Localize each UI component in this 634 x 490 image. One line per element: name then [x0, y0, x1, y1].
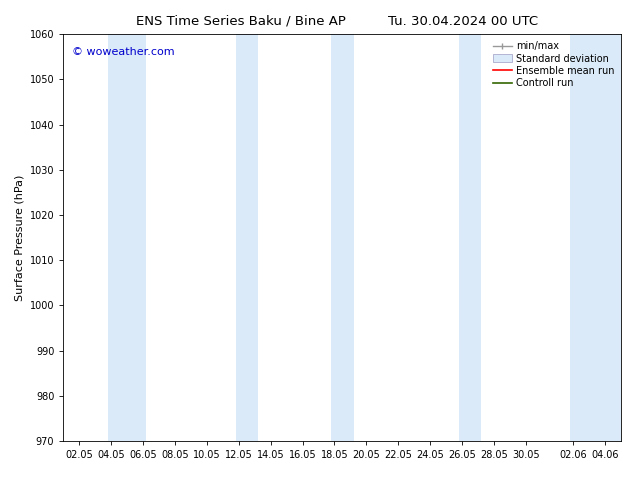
Text: Tu. 30.04.2024 00 UTC: Tu. 30.04.2024 00 UTC [388, 15, 538, 28]
Bar [331, 34, 354, 441]
Bar [459, 34, 481, 441]
Y-axis label: Surface Pressure (hPa): Surface Pressure (hPa) [14, 174, 24, 301]
Legend: min/max, Standard deviation, Ensemble mean run, Controll run: min/max, Standard deviation, Ensemble me… [491, 39, 616, 90]
Text: © woweather.com: © woweather.com [72, 47, 174, 56]
Bar [108, 34, 146, 441]
Bar [236, 34, 258, 441]
Text: ENS Time Series Baku / Bine AP: ENS Time Series Baku / Bine AP [136, 15, 346, 28]
Bar [571, 34, 621, 441]
